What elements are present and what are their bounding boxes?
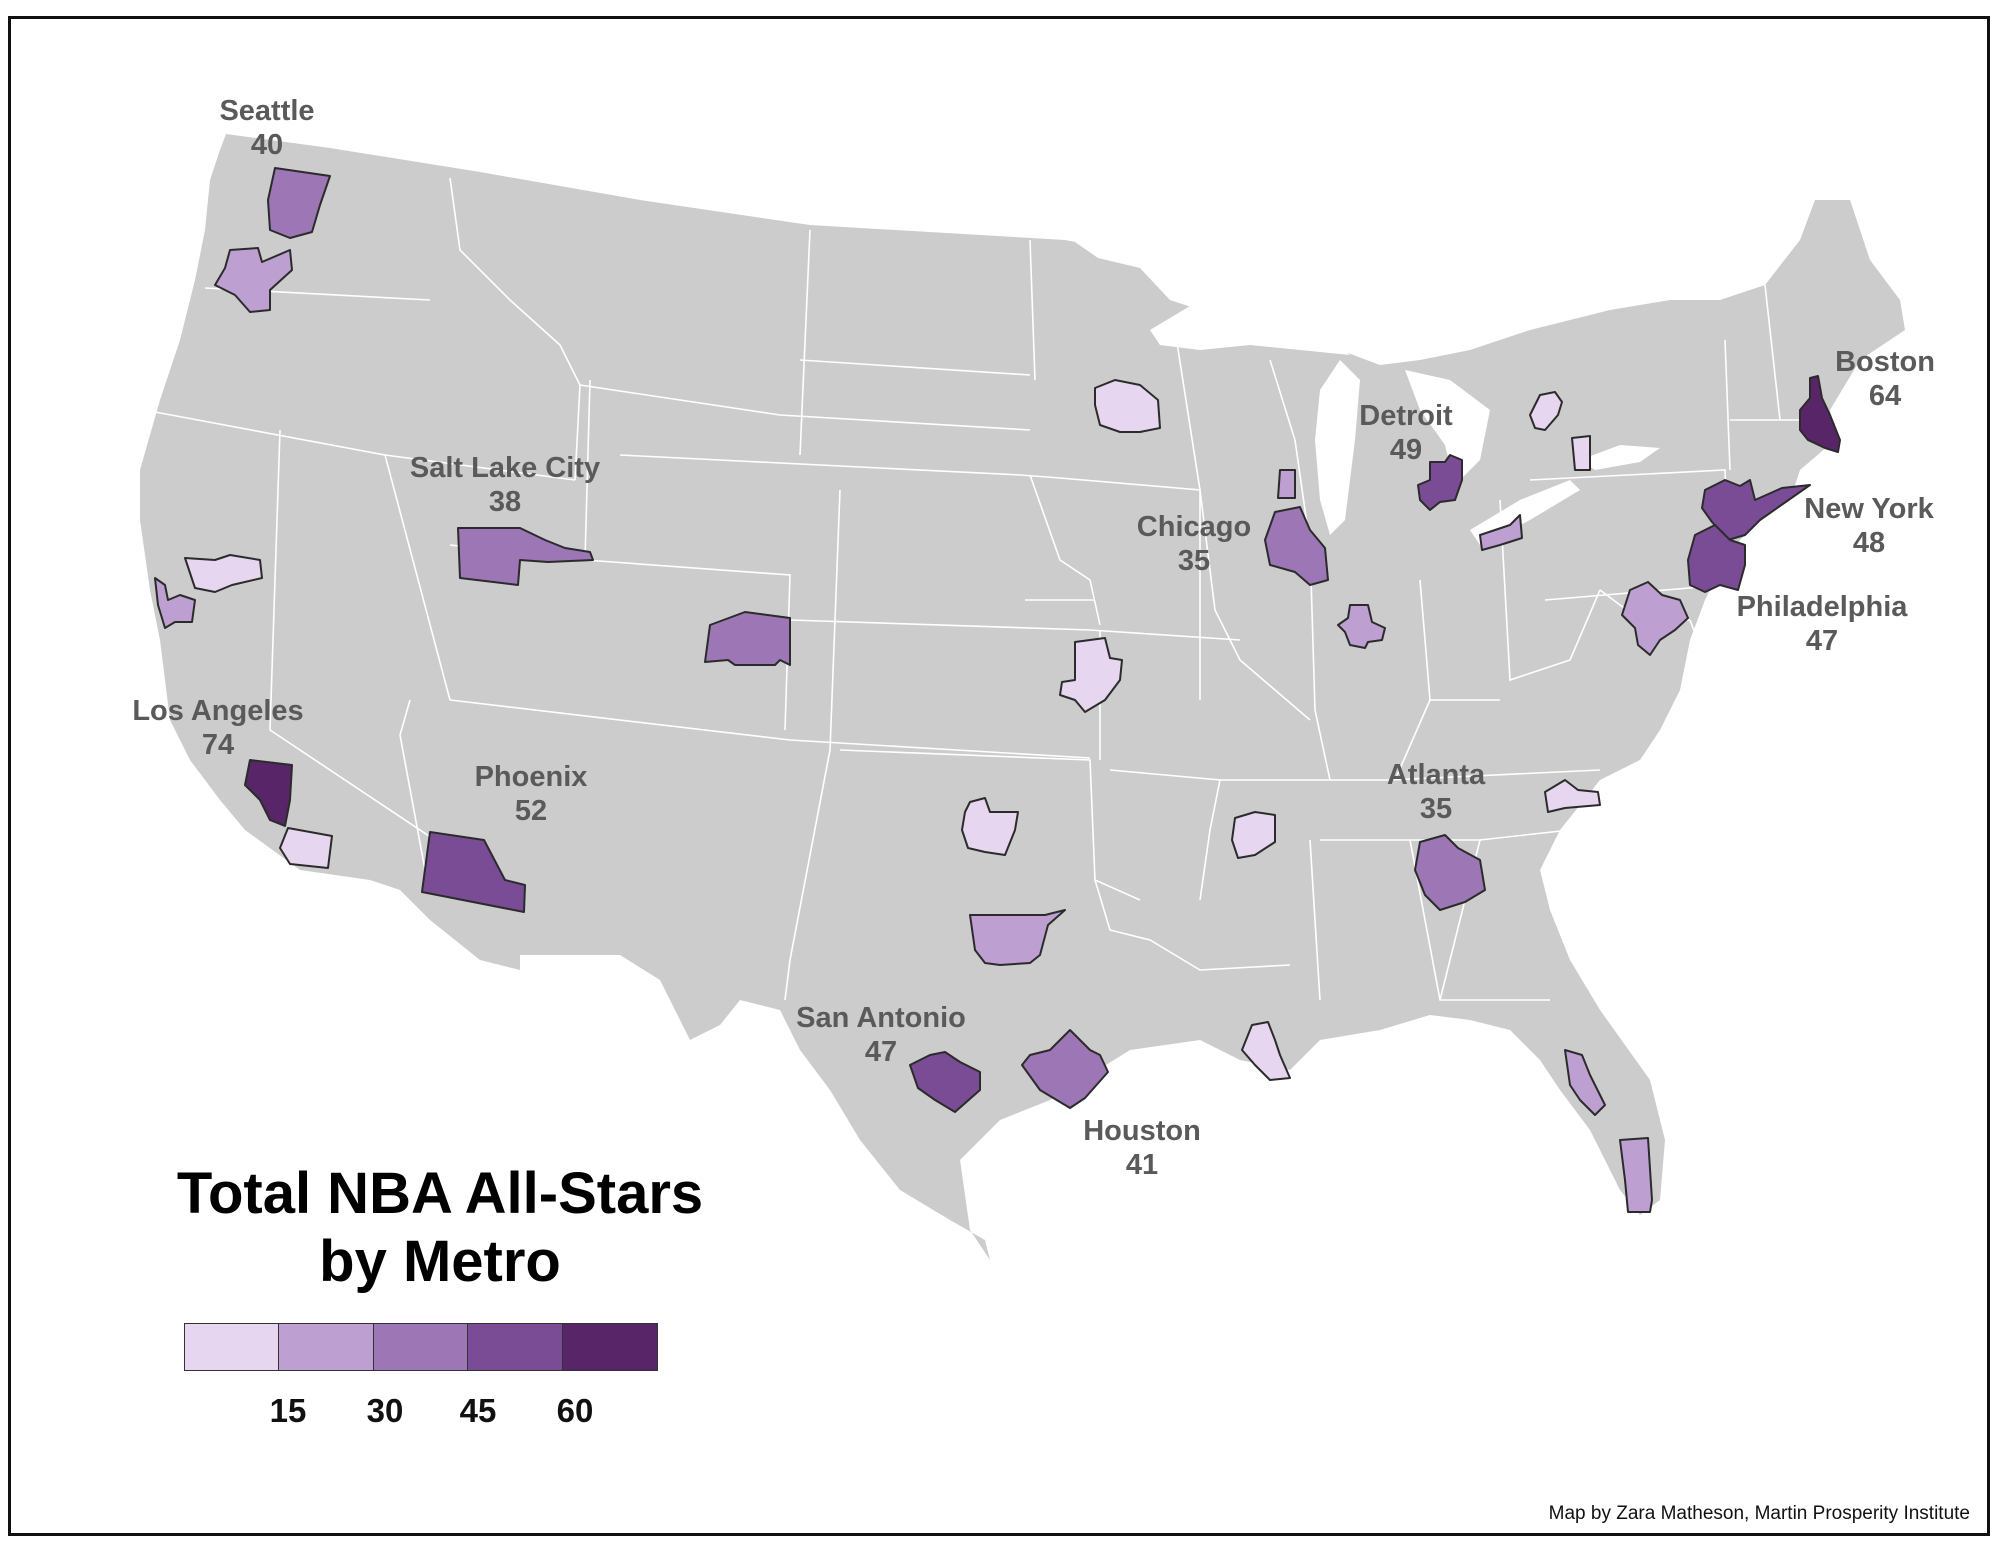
label-boston-name: Boston xyxy=(1835,346,1935,378)
metro-charlotte xyxy=(1544,779,1601,813)
metro-portland xyxy=(214,247,293,313)
metro-rochester xyxy=(1529,391,1563,431)
lake-michigan xyxy=(1315,360,1360,535)
lake-huron xyxy=(1405,370,1490,485)
label-philadelphia-name: Philadelphia xyxy=(1737,591,1909,623)
label-houston-value: 41 xyxy=(1126,1149,1158,1181)
label-detroit-name: Detroit xyxy=(1359,400,1453,432)
metro-san-antonio xyxy=(909,1051,981,1113)
metro-new-york xyxy=(1701,479,1811,541)
legend-break-60: 60 xyxy=(556,1392,594,1429)
metro-cleveland xyxy=(1479,514,1523,551)
metro-washington xyxy=(1621,581,1689,656)
legend-swatch-5 xyxy=(561,1323,658,1371)
metro-atlanta xyxy=(1414,834,1486,911)
metro-areas xyxy=(154,167,1841,1213)
metro-seattle xyxy=(267,167,331,239)
label-boston-value: 64 xyxy=(1869,380,1901,412)
legend-break-30: 30 xyxy=(366,1392,404,1429)
legend-break-45: 45 xyxy=(459,1392,497,1429)
metro-san-diego xyxy=(279,827,333,869)
map-frame xyxy=(8,16,1990,1536)
legend-swatch-2 xyxy=(278,1323,374,1371)
metro-sf-bay xyxy=(154,577,196,629)
metro-dallas xyxy=(969,909,1066,966)
label-san-antonio-name: San Antonio xyxy=(796,1002,966,1034)
metro-orlando xyxy=(1564,1049,1606,1116)
metro-oklahoma-city xyxy=(961,797,1019,856)
label-salt-lake-city-name: Salt Lake City xyxy=(410,452,600,484)
legend-color-scale xyxy=(183,1323,658,1373)
metro-denver xyxy=(704,611,791,666)
map-title: Total NBA All-Stars by Metro xyxy=(130,1160,750,1296)
legend-swatch-3 xyxy=(372,1323,469,1371)
label-atlanta-value: 35 xyxy=(1420,793,1452,825)
map-title-line-2: by Metro xyxy=(319,1229,561,1294)
metro-syracuse xyxy=(1571,435,1591,471)
legend-swatch-1 xyxy=(183,1323,280,1371)
metro-kansas-city xyxy=(1059,637,1123,713)
label-houston-name: Houston xyxy=(1083,1115,1201,1147)
city-labels: Seattle 40 Salt Lake City 38 Los Angeles… xyxy=(132,95,1935,1181)
label-salt-lake-city-value: 38 xyxy=(489,486,521,518)
metro-memphis xyxy=(1231,811,1276,859)
metro-salt-lake-city xyxy=(457,527,594,586)
label-san-antonio-value: 47 xyxy=(865,1036,897,1068)
label-philadelphia-value: 47 xyxy=(1806,625,1838,657)
map-credit: Map by Zara Matheson, Martin Prosperity … xyxy=(1548,1503,1970,1524)
label-los-angeles-name: Los Angeles xyxy=(132,695,303,727)
us-landmass xyxy=(140,134,1905,1260)
metro-new-orleans xyxy=(1241,1021,1291,1081)
label-chicago-name: Chicago xyxy=(1137,511,1251,543)
lake-ontario xyxy=(1580,445,1660,470)
metro-philadelphia xyxy=(1687,524,1746,593)
metro-phoenix xyxy=(421,831,526,913)
label-phoenix-name: Phoenix xyxy=(475,761,588,793)
metro-los-angeles xyxy=(244,759,293,827)
map-title-line-1: Total NBA All-Stars xyxy=(176,1161,704,1226)
label-detroit-value: 49 xyxy=(1390,434,1422,466)
metro-indianapolis xyxy=(1337,604,1386,649)
metro-detroit xyxy=(1417,454,1463,511)
label-chicago-value: 35 xyxy=(1178,545,1210,577)
label-phoenix-value: 52 xyxy=(515,795,547,827)
metro-sacramento xyxy=(184,554,263,593)
metro-milwaukee xyxy=(1277,469,1296,499)
legend-break-15: 15 xyxy=(269,1392,307,1429)
metro-houston xyxy=(1021,1029,1109,1109)
metro-chicago xyxy=(1264,506,1329,586)
metro-boston xyxy=(1799,375,1841,453)
label-seattle-value: 40 xyxy=(251,129,283,161)
label-los-angeles-value: 74 xyxy=(202,729,234,761)
label-atlanta-name: Atlanta xyxy=(1387,759,1486,791)
label-new-york-name: New York xyxy=(1804,493,1934,525)
lake-superior xyxy=(1150,300,1350,355)
legend-swatch-4 xyxy=(467,1323,563,1371)
label-seattle-name: Seattle xyxy=(219,95,314,127)
label-new-york-value: 48 xyxy=(1853,527,1885,559)
metro-miami xyxy=(1619,1137,1653,1213)
metro-minneapolis xyxy=(1094,379,1161,433)
